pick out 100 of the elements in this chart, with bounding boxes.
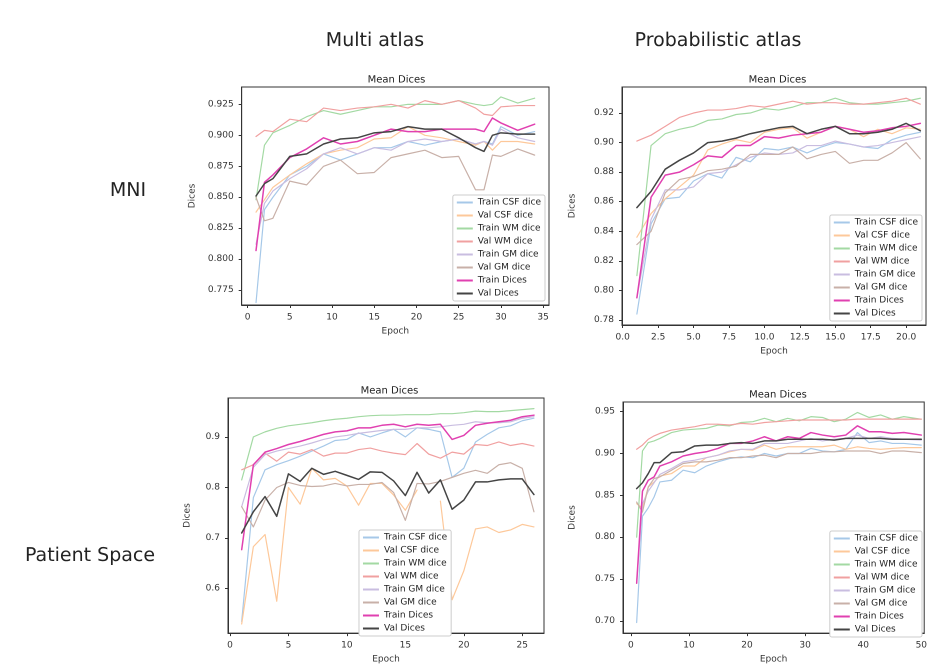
x-tick-label: 25 [452, 312, 464, 322]
x-tick-label: 10 [341, 640, 353, 651]
legend-label: Val Dices [384, 624, 426, 634]
x-tick-label: 0 [628, 640, 634, 651]
x-tick-label: 25 [516, 640, 528, 651]
y-tick-label: 0.95 [594, 406, 615, 417]
y-tick-label: 0.86 [594, 196, 614, 207]
legend-label: Val WM dice [854, 256, 910, 266]
y-tick-label: 0.80 [594, 285, 614, 296]
x-tick-label: 10.0 [754, 332, 775, 342]
y-tick-label: 0.78 [594, 314, 614, 325]
legend-label: Val GM dice [384, 598, 438, 608]
y-tick-label: 0.7 [206, 533, 220, 544]
y-axis-title: Dices [568, 504, 578, 530]
legend-label: Train GM dice [854, 586, 916, 596]
x-tick-label: 12.5 [790, 332, 810, 342]
legend-label: Train Dices [854, 296, 904, 306]
legend-label: Train GM dice [476, 250, 540, 260]
y-tick-label: 0.84 [594, 226, 614, 236]
x-axis-title: Epoch [382, 326, 410, 336]
x-tick-label: 20.0 [896, 332, 916, 342]
legend-label: Val WM dice [384, 572, 439, 582]
y-tick-label: 0.825 [208, 223, 234, 234]
legend-label: Val GM dice [854, 282, 908, 292]
x-tick-label: 0 [227, 640, 234, 651]
legend-label: Train CSF dice [854, 218, 918, 228]
text: Probabilistic atlas [634, 29, 802, 51]
x-tick-label: 50 [916, 640, 928, 651]
chart-title: Mean Dices [368, 74, 426, 86]
y-tick-label: 0.800 [208, 254, 234, 264]
y-tick-label: 0.90 [594, 138, 614, 148]
x-tick-label: 0 [244, 312, 251, 322]
x-axis-title: Epoch [760, 654, 788, 664]
legend-label: Val Dices [478, 288, 520, 298]
text: Multi atlas [326, 29, 424, 51]
x-tick-label: 5 [286, 640, 292, 651]
legend-label: Train Dices [382, 610, 434, 620]
y-tick-label: 0.8 [206, 482, 220, 492]
y-tick-label: 0.80 [594, 532, 616, 542]
y-tick-label: 0.850 [208, 192, 234, 202]
x-tick-label: 7.5 [722, 332, 736, 342]
x-tick-label: 15 [368, 312, 380, 322]
legend-label: Val WM dice [478, 236, 533, 246]
legend-label: Train GM dice [854, 270, 916, 280]
x-tick-label: 30 [495, 312, 507, 322]
legend-label: Train WM dice [382, 558, 448, 568]
x-tick-label: 20 [410, 312, 422, 322]
y-tick-label: 0.92 [594, 108, 614, 118]
x-tick-label: 35 [537, 312, 549, 322]
y-tick-label: 0.6 [206, 584, 220, 594]
x-tick-label: 20 [458, 640, 470, 651]
legend-label: Val CSF dice [384, 546, 440, 556]
legend-label: Train GM dice [382, 584, 446, 594]
legend-label: Val Dices [854, 624, 896, 634]
legend-label: Train WM dice [476, 224, 541, 234]
y-tick-label: 0.75 [594, 574, 615, 584]
chart-title: Mean Dices [749, 390, 807, 400]
y-tick-label: 0.900 [208, 130, 234, 140]
x-tick-label: 2.5 [650, 332, 666, 342]
legend-label: Train CSF dice [382, 532, 448, 542]
y-tick-label: 0.85 [594, 490, 615, 500]
text: Patient Space [24, 544, 156, 566]
x-tick-label: 10 [683, 640, 695, 651]
y-tick-label: 0.90 [594, 448, 616, 458]
legend-label: Train WM dice [854, 560, 918, 570]
y-axis-title: Dices [188, 183, 198, 208]
chart-title: Mean Dices [360, 386, 418, 396]
x-tick-label: 20 [741, 640, 754, 651]
x-tick-label: 17.5 [860, 332, 881, 342]
y-axis-title: Dices [182, 502, 192, 528]
legend-label: Val GM dice [478, 262, 531, 272]
x-tick-label: 5 [286, 312, 293, 322]
text: MNI [110, 179, 146, 201]
x-tick-label: 5.0 [686, 332, 701, 342]
y-tick-label: 0.88 [594, 167, 614, 178]
y-tick-label: 0.82 [594, 256, 614, 266]
x-tick-label: 10 [326, 312, 338, 322]
x-tick-label: 15.0 [825, 332, 846, 342]
y-tick-label: 0.925 [208, 99, 234, 110]
legend-label: Val Dices [854, 308, 896, 318]
legend-label: Train Dices [476, 276, 528, 286]
x-tick-label: 0.0 [616, 332, 630, 342]
y-tick-label: 0.775 [208, 285, 234, 296]
legend-label: Val GM dice [854, 598, 908, 608]
legend-label: Val CSF dice [478, 210, 534, 220]
x-tick-label: 40 [857, 640, 870, 651]
legend-label: Val CSF dice [854, 546, 910, 556]
legend-label: Val WM dice [854, 572, 910, 582]
legend-label: Train WM dice [854, 244, 918, 254]
legend-label: Train CSF dice [476, 198, 542, 208]
x-tick-label: 15 [400, 640, 412, 651]
y-tick-label: 0.9 [206, 432, 220, 442]
chart-title: Mean Dices [748, 74, 806, 86]
legend-label: Train CSF dice [854, 534, 918, 544]
legend-label: Val CSF dice [854, 230, 910, 240]
x-axis-title: Epoch [760, 346, 788, 356]
legend-label: Train Dices [854, 612, 904, 622]
y-axis-title: Dices [568, 193, 578, 218]
y-tick-label: 0.875 [208, 161, 234, 172]
x-tick-label: 30 [799, 640, 812, 651]
